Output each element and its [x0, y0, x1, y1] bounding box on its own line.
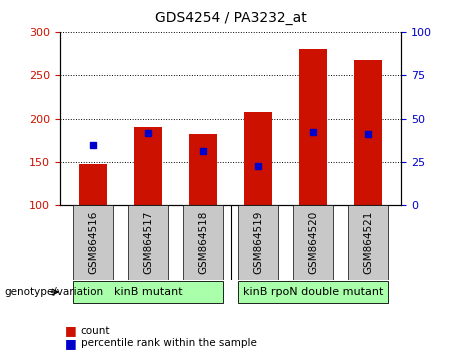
Text: percentile rank within the sample: percentile rank within the sample: [81, 338, 257, 348]
Bar: [355, 59, 382, 205]
FancyBboxPatch shape: [183, 205, 223, 280]
Text: ■: ■: [65, 325, 76, 337]
Text: genotype/variation: genotype/variation: [5, 287, 104, 297]
Text: GSM864520: GSM864520: [308, 211, 318, 274]
Text: GDS4254 / PA3232_at: GDS4254 / PA3232_at: [154, 11, 307, 25]
FancyBboxPatch shape: [293, 205, 333, 280]
Text: GSM864517: GSM864517: [143, 211, 153, 274]
FancyBboxPatch shape: [72, 205, 113, 280]
Text: GSM864521: GSM864521: [363, 211, 373, 274]
Text: ■: ■: [65, 337, 76, 350]
FancyBboxPatch shape: [238, 281, 389, 303]
Text: GSM864519: GSM864519: [253, 211, 263, 274]
Bar: [134, 127, 162, 205]
Bar: [79, 164, 106, 205]
Bar: [189, 134, 217, 205]
FancyBboxPatch shape: [128, 205, 168, 280]
Text: count: count: [81, 326, 110, 336]
FancyBboxPatch shape: [348, 205, 389, 280]
Text: kinB mutant: kinB mutant: [114, 287, 182, 297]
Bar: [299, 49, 327, 205]
FancyBboxPatch shape: [238, 205, 278, 280]
Text: kinB rpoN double mutant: kinB rpoN double mutant: [243, 287, 383, 297]
Bar: [244, 112, 272, 205]
FancyBboxPatch shape: [72, 281, 223, 303]
Text: GSM864518: GSM864518: [198, 211, 208, 274]
Text: GSM864516: GSM864516: [88, 211, 98, 274]
